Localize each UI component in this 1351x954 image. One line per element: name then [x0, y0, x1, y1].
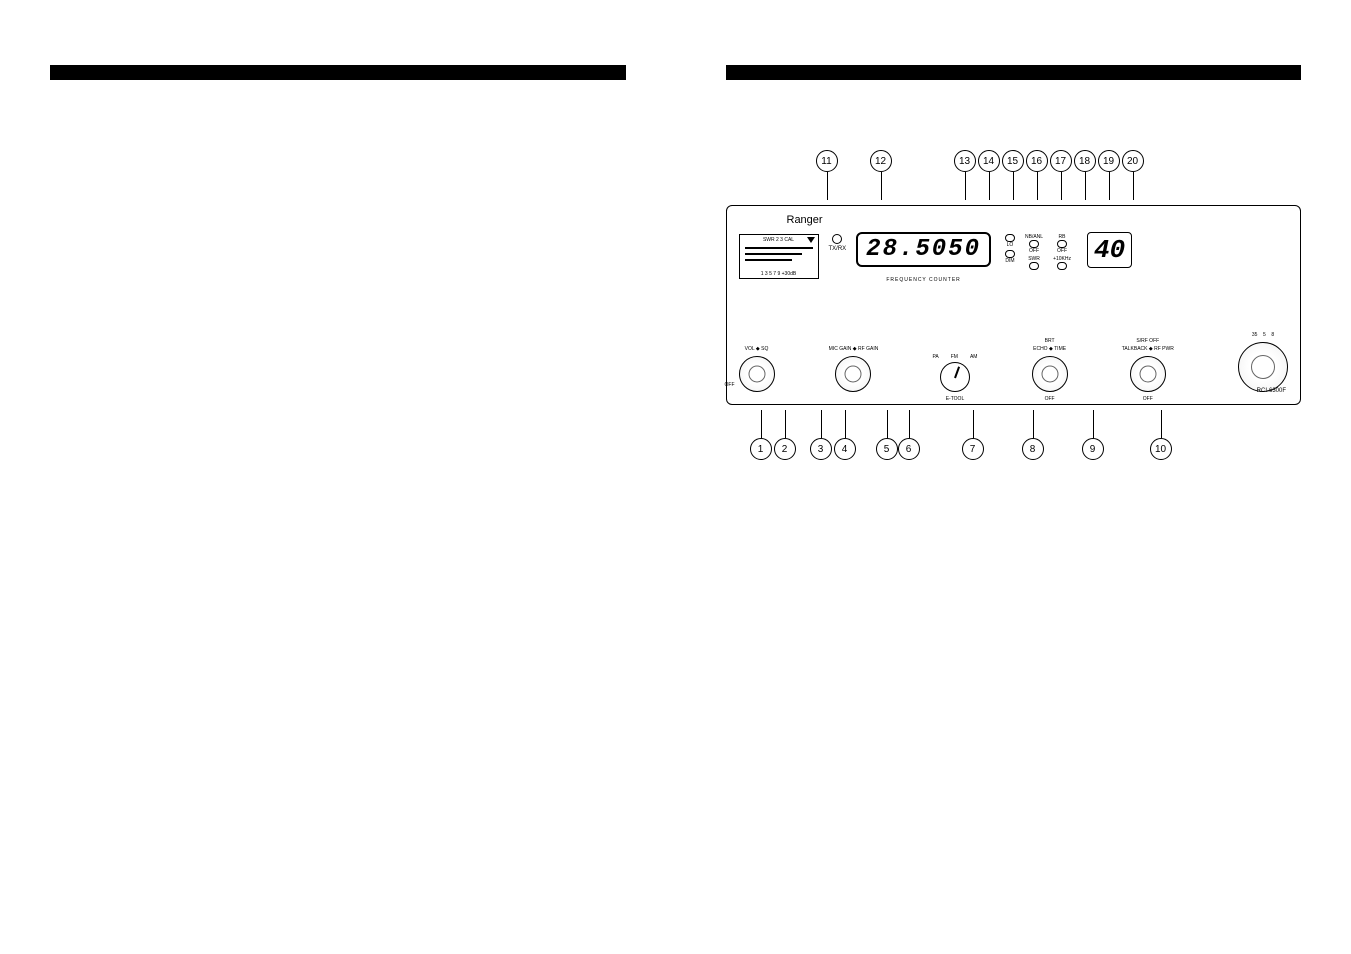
callout-line [1133, 172, 1134, 200]
callout-line [1061, 172, 1062, 200]
led-column-3: RB OFF +10KHz [1053, 234, 1071, 270]
left-black-bar [50, 65, 626, 80]
radio-panel: Ranger SWR 2 3 CAL 1 3 5 7 9 +30dB [726, 205, 1302, 405]
micgain-rfgain-knob[interactable]: MIC GAIN ◆ RF GAIN [829, 346, 879, 392]
mode-switch[interactable]: PA FM AM E-TOOL [932, 354, 977, 392]
led-dot-icon [1029, 240, 1039, 248]
led-10khz: +10KHz [1053, 256, 1071, 270]
led-rb: RB OFF [1053, 234, 1071, 254]
callout-9: 9 [1082, 438, 1104, 460]
callout-line [881, 172, 882, 200]
panel-bottom-row: VOL ◆ SQ OFF MIC GAIN ◆ RF GAIN PA FM AM [739, 322, 1289, 392]
led-swr: SWR [1025, 256, 1043, 270]
frequency-display: 28.5050 [856, 232, 991, 267]
vol-sq-knob[interactable]: VOL ◆ SQ OFF [739, 346, 775, 392]
callout-8: 8 [1022, 438, 1044, 460]
right-black-bar [726, 65, 1302, 80]
callout-line [821, 410, 822, 438]
callout-line [761, 410, 762, 438]
callout-17: 17 [1050, 150, 1072, 172]
callout-10: 10 [1150, 438, 1172, 460]
callout-5: 5 [876, 438, 898, 460]
left-column [0, 0, 676, 525]
callout-line [887, 410, 888, 438]
led-dot-icon [1057, 240, 1067, 248]
callout-line [909, 410, 910, 438]
callout-line [965, 172, 966, 200]
callout-line [1013, 172, 1014, 200]
led-lo: LO [1005, 234, 1015, 248]
callout-line [989, 172, 990, 200]
callout-1: 1 [750, 438, 772, 460]
callout-line [1093, 410, 1094, 438]
txrx-led-icon [832, 234, 842, 244]
callout-3: 3 [810, 438, 832, 460]
bottom-callouts: 123456 7 8 9 10 [726, 410, 1302, 460]
mode-dial-icon [940, 362, 970, 392]
swr-db-label: 1 3 5 7 9 +30dB [743, 271, 815, 277]
led-column-2: NB/ANL OFF SWR [1025, 234, 1043, 270]
led-dim: DIM [1005, 250, 1015, 264]
channel-knob-icon [1238, 342, 1288, 392]
led-column-1: LO DIM [1005, 234, 1015, 264]
frequency-counter-label: FREQUENCY COUNTER [856, 277, 991, 283]
callout-14: 14 [978, 150, 1000, 172]
callout-line [1161, 410, 1162, 438]
callout-line [1037, 172, 1038, 200]
callout-2: 2 [774, 438, 796, 460]
callout-11: 11 [816, 150, 838, 172]
callout-20: 20 [1122, 150, 1144, 172]
callout-12: 12 [870, 150, 892, 172]
led-nbanl: NB/ANL OFF [1025, 234, 1043, 254]
led-dot-icon [1005, 250, 1015, 258]
echo-time-knob[interactable]: BRT ECHO ◆ TIME OFF [1032, 346, 1068, 392]
callout-4: 4 [834, 438, 856, 460]
callout-line [827, 172, 828, 200]
led-dot-icon [1005, 234, 1015, 242]
knob-icon [739, 356, 775, 392]
callout-line [973, 410, 974, 438]
swr-cal-triangle [807, 237, 815, 243]
swr-meter: SWR 2 3 CAL 1 3 5 7 9 +30dB [739, 234, 819, 279]
right-column: 11121314151617181920 Ranger SWR 2 3 CAL [676, 0, 1351, 525]
knob-icon [1130, 356, 1166, 392]
callout-16: 16 [1026, 150, 1048, 172]
callout-6: 6 [898, 438, 920, 460]
callout-line [845, 410, 846, 438]
callout-13: 13 [954, 150, 976, 172]
callout-line [1085, 172, 1086, 200]
swr-bars [745, 247, 813, 265]
model-label: RCI-6300F [1257, 388, 1286, 394]
panel-wrapper: 11121314151617181920 Ranger SWR 2 3 CAL [726, 150, 1302, 460]
txrx-indicator: TX/RX [829, 234, 847, 252]
callout-15: 15 [1002, 150, 1024, 172]
channel-dial[interactable]: 35 5 8 RCI-6300F [1238, 332, 1288, 392]
knob-icon [835, 356, 871, 392]
led-dot-icon [1057, 262, 1067, 270]
talkback-rfpwr-knob[interactable]: S/RF OFF TALKBACK ◆ RF PWR OFF [1122, 346, 1174, 392]
channel-display: 40 [1087, 232, 1132, 268]
txrx-label: TX/RX [829, 246, 847, 252]
top-callouts: 11 12 1314151617181920 [726, 150, 1302, 200]
callout-7: 7 [962, 438, 984, 460]
callout-line [1033, 410, 1034, 438]
brand-label: Ranger [787, 214, 823, 226]
callout-line [785, 410, 786, 438]
callout-line [1109, 172, 1110, 200]
led-dot-icon [1029, 262, 1039, 270]
callout-18: 18 [1074, 150, 1096, 172]
callout-19: 19 [1098, 150, 1120, 172]
page-container: 11121314151617181920 Ranger SWR 2 3 CAL [0, 0, 1351, 525]
knob-icon [1032, 356, 1068, 392]
frequency-value: 28.5050 [866, 236, 981, 263]
swr-scale-label: SWR 2 3 CAL [742, 237, 816, 243]
